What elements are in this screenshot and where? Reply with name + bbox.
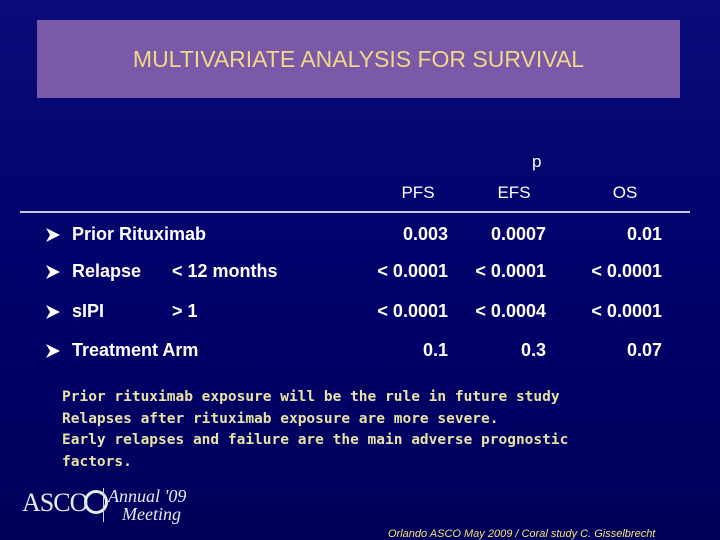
meeting-line1: Annual '09: [108, 486, 187, 506]
row-label: Treatment Arm: [72, 340, 199, 360]
bullet-arrow: [46, 228, 60, 242]
bullet-arrow: [46, 344, 60, 358]
row-qualifier: < 12 months: [172, 261, 278, 281]
row-qualifier: > 1: [172, 301, 198, 321]
cell-value: 0.3: [520, 340, 546, 360]
bullet-arrow: [46, 305, 60, 319]
group-header: p: [532, 152, 542, 171]
meeting-line2: Meeting: [122, 504, 181, 524]
cell-value: < 0.0001: [377, 261, 448, 281]
logo-mark: [84, 490, 108, 514]
logo: ASCO: [22, 488, 88, 517]
cell-value: < 0.0001: [591, 261, 662, 281]
column-header: OS: [612, 183, 638, 202]
cell-value: 0.1: [422, 340, 448, 360]
column-header: PFS: [401, 183, 435, 202]
cell-value: < 0.0001: [377, 301, 448, 321]
cell-value: 0.003: [402, 224, 448, 244]
cell-value: < 0.0001: [475, 261, 546, 281]
cell-value: 0.0007: [490, 224, 546, 244]
header-rule: [20, 211, 690, 213]
title-box: MULTIVARIATE ANALYSIS FOR SURVIVAL: [37, 20, 680, 98]
title: MULTIVARIATE ANALYSIS FOR SURVIVAL: [132, 46, 585, 72]
bullet-arrow: [46, 265, 60, 279]
row-label: sIPI: [72, 301, 105, 321]
cell-value: < 0.0001: [591, 301, 662, 321]
note-line: Early relapses and failure are the main …: [62, 432, 569, 448]
citation: Orlando ASCO May 2009 / Coral study C. G…: [388, 528, 656, 540]
note-line: Prior rituximab exposure will be the rul…: [62, 389, 560, 405]
row-label: Prior Rituximab: [72, 224, 207, 244]
column-header: EFS: [497, 183, 531, 202]
cell-value: < 0.0004: [475, 301, 546, 321]
note-line: Relapses after rituximab exposure are mo…: [62, 410, 499, 427]
logo-divider: [103, 488, 104, 522]
note-line: factors.: [62, 453, 132, 470]
cell-value: 0.01: [626, 224, 662, 244]
cell-value: 0.07: [626, 340, 662, 360]
row-label: Relapse: [72, 261, 142, 281]
